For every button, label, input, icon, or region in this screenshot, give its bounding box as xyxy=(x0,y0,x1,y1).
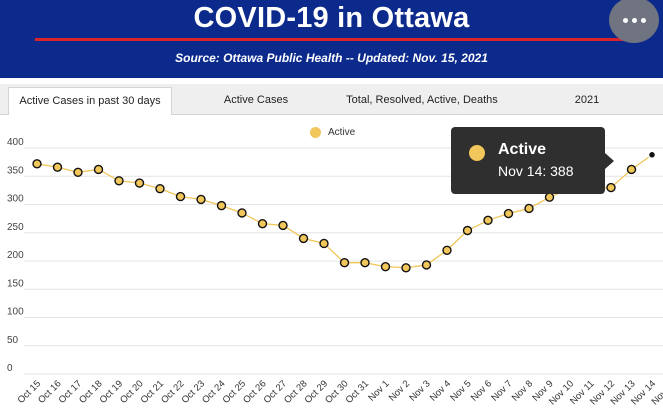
x-tick-label: Nov 4 xyxy=(428,378,453,403)
data-point[interactable] xyxy=(462,225,473,236)
data-point[interactable] xyxy=(483,215,493,226)
x-tick-label: Nov 3 xyxy=(407,378,432,403)
data-point[interactable] xyxy=(32,159,42,169)
data-point[interactable] xyxy=(114,176,124,186)
title-underline xyxy=(35,38,630,41)
data-point[interactable] xyxy=(278,220,288,231)
tab-total-resolved-active-deaths[interactable]: Total, Resolved, Active, Deaths xyxy=(346,94,498,106)
y-tick-label: 100 xyxy=(7,307,24,318)
y-tick-label: 150 xyxy=(7,278,24,289)
data-point[interactable] xyxy=(155,183,165,194)
data-point[interactable] xyxy=(257,219,268,229)
x-tick-label: Nov 6 xyxy=(469,378,494,403)
tab-active-cases-30-days[interactable]: Active Cases in past 30 days xyxy=(8,87,172,115)
tab-bar: Active Cases in past 30 days Active Case… xyxy=(0,84,663,115)
y-tick-label: 400 xyxy=(7,137,24,148)
data-point[interactable] xyxy=(237,208,247,218)
data-point[interactable] xyxy=(421,260,432,270)
x-tick-label: Nov 1 xyxy=(366,378,391,403)
data-point[interactable] xyxy=(52,162,63,172)
y-tick-label: 0 xyxy=(7,363,13,374)
y-tick-label: 200 xyxy=(7,250,24,261)
page-subtitle: Source: Ottawa Public Health -- Updated:… xyxy=(175,51,488,65)
data-point[interactable] xyxy=(606,182,616,193)
data-point[interactable] xyxy=(626,164,637,175)
x-tick-label: Nov 5 xyxy=(448,378,473,403)
data-point[interactable] xyxy=(319,238,329,249)
y-tick-label: 50 xyxy=(7,335,19,346)
data-point[interactable] xyxy=(298,233,309,244)
data-point[interactable] xyxy=(216,200,227,211)
tooltip-pointer xyxy=(605,153,614,169)
data-point[interactable] xyxy=(524,203,534,214)
more-horizontal-icon xyxy=(622,17,628,23)
tab-active-cases[interactable]: Active Cases xyxy=(223,94,289,106)
y-tick-label: 250 xyxy=(7,222,24,233)
data-point[interactable] xyxy=(544,192,555,202)
data-point[interactable] xyxy=(73,167,83,177)
data-tooltip: Active Nov 14: 388 xyxy=(451,127,614,194)
x-tick-label: Nov 2 xyxy=(387,378,412,403)
more-horizontal-icon-dot xyxy=(640,17,646,23)
data-point[interactable] xyxy=(401,263,411,273)
x-tick-label: Nov 8 xyxy=(510,378,535,403)
chart-legend[interactable]: Active xyxy=(310,127,355,138)
data-point[interactable] xyxy=(196,194,206,205)
x-tick-label: Nov 7 xyxy=(489,378,514,403)
y-tick-label: 300 xyxy=(7,194,24,205)
more-options-button[interactable] xyxy=(609,0,659,43)
page-title: COVID-19 in Ottawa xyxy=(193,2,470,34)
data-point[interactable] xyxy=(380,261,391,272)
header-banner: COVID-19 in Ottawa Source: Ottawa Public… xyxy=(0,0,663,78)
tab-2021[interactable]: 2021 xyxy=(574,94,600,106)
data-point[interactable] xyxy=(134,178,145,188)
legend-label-active: Active xyxy=(328,127,356,138)
more-horizontal-icon-dot xyxy=(631,17,637,23)
data-point[interactable] xyxy=(93,164,104,175)
data-point[interactable] xyxy=(339,257,350,268)
y-tick-label: 350 xyxy=(7,165,24,176)
data-point[interactable] xyxy=(442,245,452,255)
data-point[interactable] xyxy=(647,150,657,160)
tooltip-series-name: Active xyxy=(498,141,547,158)
tooltip-marker xyxy=(469,145,485,161)
tooltip-value: Nov 14: 388 xyxy=(498,163,574,179)
x-tick-label: Oct 31 xyxy=(344,378,372,406)
data-point[interactable] xyxy=(503,208,514,219)
legend-marker-active xyxy=(310,127,321,138)
data-point[interactable] xyxy=(175,191,186,202)
data-point[interactable] xyxy=(360,257,370,268)
